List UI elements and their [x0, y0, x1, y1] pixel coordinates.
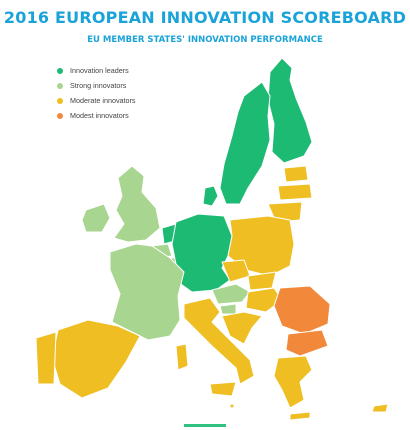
region-italy-sardinia [175, 343, 189, 371]
region-france [109, 243, 185, 341]
legend-item-innovation-leaders: Innovation leaders [57, 63, 136, 78]
region-romania [273, 285, 331, 335]
region-slovenia [219, 303, 237, 315]
region-sweden [219, 81, 271, 205]
legend-item-modest-innovators: Modest innovators [57, 108, 136, 123]
region-latvia [277, 183, 313, 201]
region-croatia [221, 311, 263, 345]
header: 2016 EUROPEAN INNOVATION SCOREBOARD EU M… [0, 0, 410, 46]
region-malta [229, 403, 235, 409]
region-cyprus [371, 403, 389, 413]
region-finland [267, 57, 313, 164]
region-bulgaria [285, 329, 329, 357]
page-subtitle: EU MEMBER STATES' INNOVATION PERFORMANCE [87, 35, 323, 45]
region-portugal [35, 331, 57, 385]
map-legend: Innovation leaders Strong innovators Mod… [57, 63, 136, 123]
region-austria [211, 283, 251, 305]
legend-label: Innovation leaders [70, 66, 129, 75]
region-italy-sicily [209, 381, 237, 397]
region-slovakia [247, 271, 277, 291]
legend-label: Moderate innovators [70, 96, 136, 105]
region-estonia [283, 165, 309, 183]
page-title: 2016 EUROPEAN INNOVATION SCOREBOARD [3, 8, 407, 27]
innovation-leaders-swatch [57, 67, 63, 74]
legend-item-strong-innovators: Strong innovators [57, 78, 136, 93]
region-lithuania [267, 201, 303, 223]
modest-innovators-swatch [57, 112, 63, 119]
legend-label: Strong innovators [70, 81, 127, 90]
region-united-kingdom [113, 165, 161, 243]
strong-innovators-swatch [57, 82, 63, 89]
region-ireland [81, 203, 111, 233]
region-greece-crete [289, 411, 311, 421]
moderate-innovators-swatch [57, 97, 63, 104]
bottom-accent-bar [184, 424, 226, 427]
legend-label: Modest innovators [70, 111, 129, 120]
legend-item-moderate-innovators: Moderate innovators [57, 93, 136, 108]
region-greece [273, 355, 313, 409]
region-italy [183, 297, 255, 385]
region-denmark [202, 185, 219, 207]
region-spain [51, 319, 141, 399]
